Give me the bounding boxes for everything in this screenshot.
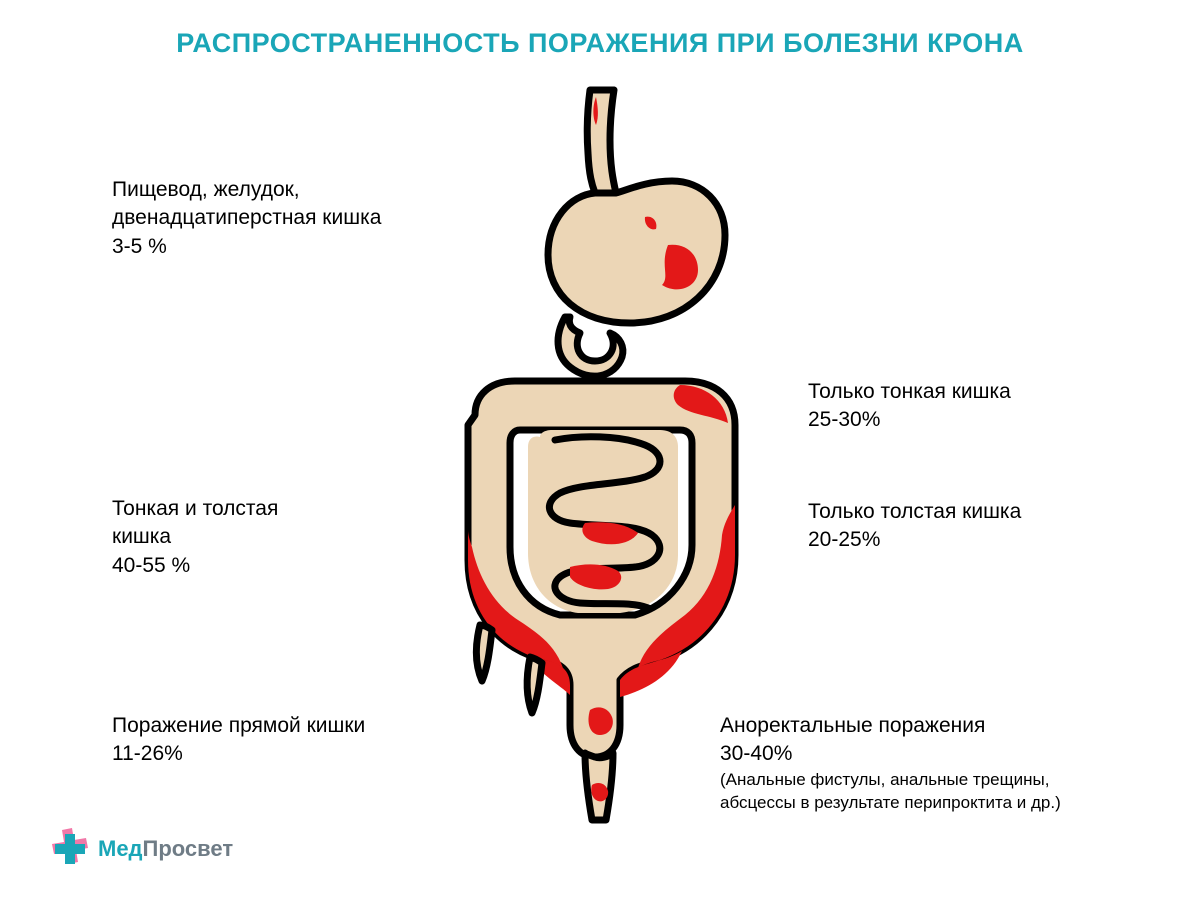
label-text: Пищевод, желудок,: [112, 176, 381, 204]
brand-name-part-a: Мед: [98, 836, 143, 861]
label-anorectal: Аноректальные поражения 30-40% (Анальные…: [720, 712, 1061, 815]
plus-icon: [48, 828, 90, 870]
label-percent: 25-30%: [808, 406, 1011, 434]
label-percent: 3-5 %: [112, 233, 381, 261]
label-rectum: Поражение прямой кишки 11-26%: [112, 712, 365, 769]
label-text: Поражение прямой кишки: [112, 712, 365, 740]
label-text: Аноректальные поражения: [720, 712, 1061, 740]
label-text: двенадцатиперстная кишка: [112, 204, 381, 232]
label-large-only: Только толстая кишка 20-25%: [808, 498, 1021, 555]
page-title: РАСПРОСТРАНЕННОСТЬ ПОРАЖЕНИЯ ПРИ БОЛЕЗНИ…: [0, 28, 1200, 59]
label-small-only: Только тонкая кишка 25-30%: [808, 378, 1011, 435]
label-percent: 20-25%: [808, 526, 1021, 554]
label-note: (Анальные фистулы, анальные трещины,: [720, 769, 1061, 792]
label-percent: 40-55 %: [112, 552, 278, 580]
label-upper-gi: Пищевод, желудок, двенадцатиперстная киш…: [112, 176, 381, 261]
label-percent: 11-26%: [112, 740, 365, 768]
label-text: Только тонкая кишка: [808, 378, 1011, 406]
brand-name: МедПросвет: [98, 836, 233, 862]
label-text: Только толстая кишка: [808, 498, 1021, 526]
label-note: абсцессы в результате перипроктита и др.…: [720, 792, 1061, 815]
brand-name-part-b: Просвет: [143, 836, 234, 861]
brand-logo: МедПросвет: [48, 828, 233, 870]
label-text: кишка: [112, 523, 278, 551]
label-percent: 30-40%: [720, 740, 1061, 768]
label-text: Тонкая и толстая: [112, 495, 278, 523]
label-small-and-large: Тонкая и толстая кишка 40-55 %: [112, 495, 278, 580]
